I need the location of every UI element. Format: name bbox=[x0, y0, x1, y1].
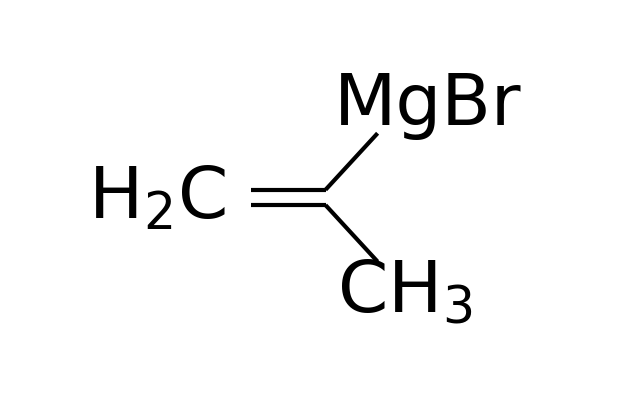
Text: H$_2$C: H$_2$C bbox=[88, 164, 226, 233]
Text: MgBr: MgBr bbox=[333, 71, 521, 140]
Text: CH$_3$: CH$_3$ bbox=[337, 258, 473, 327]
